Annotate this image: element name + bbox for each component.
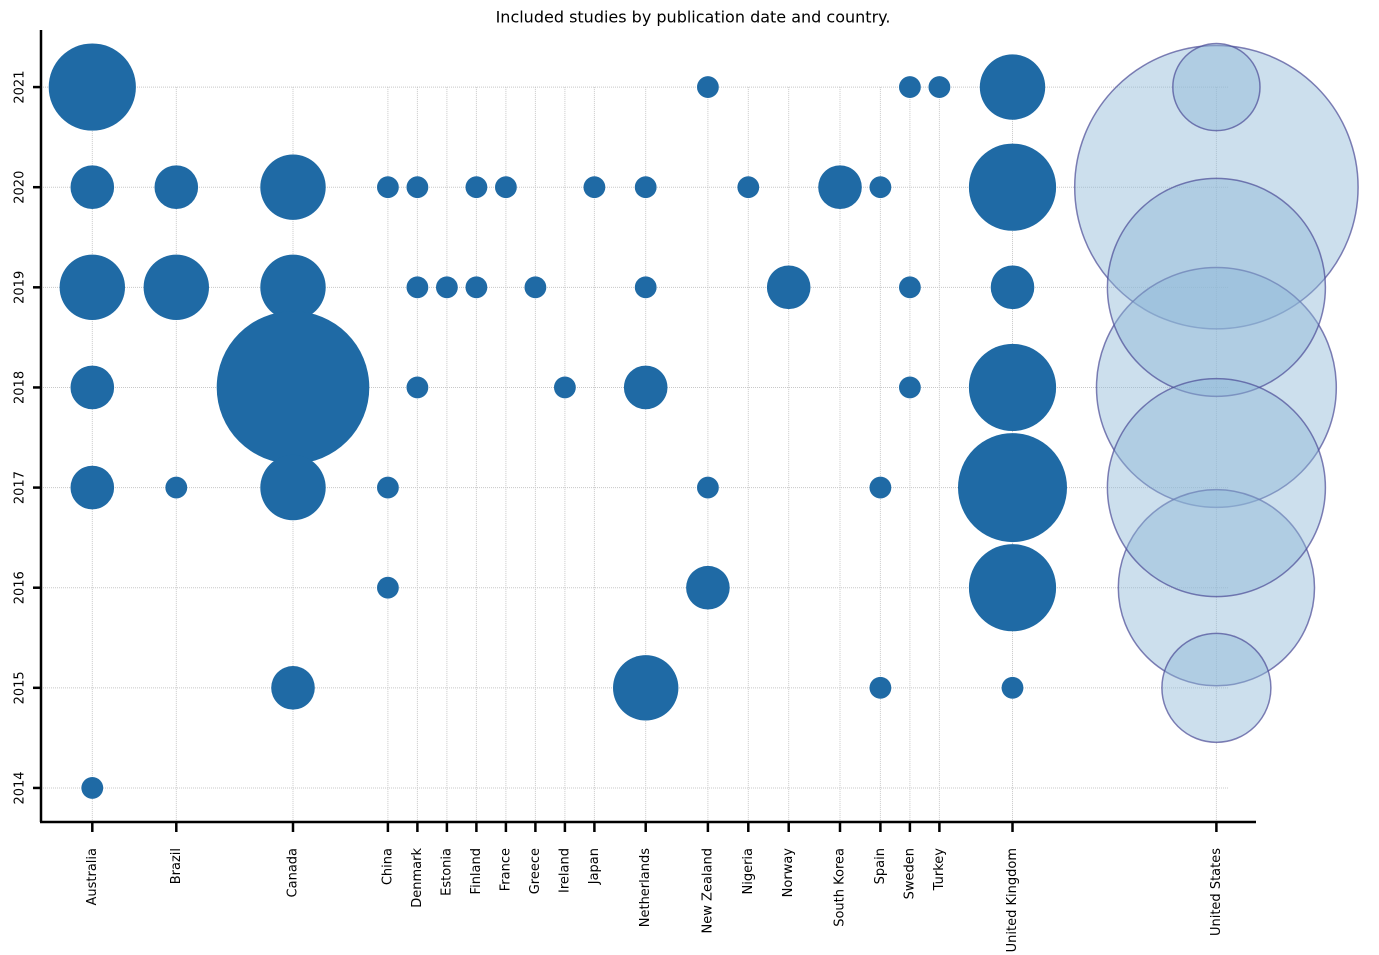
x-tick-label: France bbox=[498, 848, 513, 891]
bubble bbox=[1073, 44, 1359, 330]
y-tick-label: 2019 bbox=[13, 271, 28, 304]
bubble bbox=[1106, 177, 1327, 398]
bubble bbox=[48, 43, 136, 131]
bubble bbox=[260, 154, 326, 220]
bubble bbox=[968, 544, 1057, 632]
bubble bbox=[260, 254, 326, 321]
bubble bbox=[1106, 377, 1327, 598]
bubble bbox=[766, 265, 811, 310]
bubble bbox=[81, 777, 104, 799]
bubble bbox=[928, 76, 951, 98]
x-tick-label: Turkey bbox=[932, 848, 947, 892]
bubble bbox=[968, 343, 1057, 432]
bubble bbox=[406, 176, 429, 199]
x-tick-label: Greece bbox=[528, 848, 543, 894]
x-tick-label: Brazil bbox=[169, 848, 184, 884]
bubble bbox=[524, 276, 547, 299]
x-tick-label: United States bbox=[1209, 848, 1224, 936]
x-tick-label: Nigeria bbox=[741, 848, 756, 895]
y-tick-label: 2018 bbox=[13, 371, 28, 404]
bubble bbox=[377, 576, 399, 599]
bubble bbox=[406, 376, 429, 399]
x-tick-label: Spain bbox=[873, 848, 888, 884]
bubble bbox=[686, 565, 730, 610]
bubble bbox=[377, 176, 399, 199]
bubble bbox=[737, 176, 760, 199]
bubble bbox=[436, 276, 458, 299]
y-tick-label: 2021 bbox=[13, 71, 28, 104]
axes: 2014 2015 2016 2017 2018 2019 2020 2021 Australi… bbox=[13, 30, 1256, 952]
bubble bbox=[216, 311, 370, 464]
bubble bbox=[968, 143, 1057, 231]
bubble bbox=[1117, 488, 1316, 687]
x-tick-label: Sweden bbox=[902, 848, 917, 899]
y-tick-label: 2017 bbox=[13, 471, 28, 504]
bubble bbox=[406, 276, 429, 299]
x-tick-label: United Kingdom bbox=[1005, 848, 1020, 952]
y-tick-label: 2016 bbox=[13, 571, 28, 604]
bubble bbox=[554, 376, 576, 399]
bubble bbox=[697, 476, 719, 499]
chart-title: Included studies by publication date and… bbox=[496, 8, 891, 27]
bubble bbox=[70, 465, 115, 510]
bubble bbox=[70, 165, 115, 209]
bubble bbox=[613, 655, 679, 721]
bubbles bbox=[48, 42, 1359, 799]
bubble bbox=[495, 176, 517, 199]
x-tick-label: South Korea bbox=[833, 848, 848, 927]
x-tick-label: Denmark bbox=[410, 848, 425, 908]
x-tick-label: Japan bbox=[587, 848, 602, 885]
bubble bbox=[958, 433, 1067, 543]
bubble bbox=[59, 254, 125, 321]
bubble bbox=[377, 476, 399, 499]
y-tick-label: 2015 bbox=[13, 671, 28, 704]
bubble bbox=[1001, 676, 1024, 699]
bubble bbox=[165, 476, 188, 499]
x-tick-label: New Zealand bbox=[700, 848, 715, 933]
bubble bbox=[623, 365, 668, 410]
y-tick-label: 2020 bbox=[13, 171, 28, 204]
bubble bbox=[899, 76, 921, 98]
x-tick-label: China bbox=[380, 848, 395, 885]
x-tick-label: Ireland bbox=[557, 848, 572, 893]
bubble bbox=[70, 365, 115, 410]
bubble bbox=[869, 176, 892, 199]
bubble bbox=[697, 76, 719, 98]
bubble bbox=[1172, 42, 1261, 132]
bubble bbox=[465, 276, 488, 299]
bubble bbox=[143, 254, 209, 321]
y-tick-label: 2014 bbox=[13, 771, 28, 804]
bubble bbox=[979, 54, 1046, 120]
bubble bbox=[1095, 266, 1338, 509]
x-tick-label: Finland bbox=[469, 848, 484, 894]
bubble bbox=[899, 276, 921, 299]
x-tick-label: Canada bbox=[286, 848, 301, 897]
bubble bbox=[260, 454, 326, 521]
bubble bbox=[634, 276, 657, 299]
x-tick-label: Norway bbox=[781, 848, 796, 898]
bubble bbox=[899, 376, 921, 399]
bubble bbox=[154, 165, 199, 209]
x-tick-label: Netherlands bbox=[638, 848, 653, 927]
bubble bbox=[869, 476, 892, 499]
bubble bbox=[990, 265, 1035, 310]
bubble bbox=[634, 176, 657, 199]
bubble bbox=[271, 666, 315, 710]
bubble bbox=[465, 176, 488, 199]
x-tick-label: Australia bbox=[85, 848, 100, 906]
x-tick-label: Estonia bbox=[439, 848, 454, 896]
bubble bbox=[1161, 632, 1272, 744]
bubble bbox=[583, 176, 606, 199]
bubble bbox=[869, 676, 892, 699]
bubble bbox=[818, 165, 862, 209]
